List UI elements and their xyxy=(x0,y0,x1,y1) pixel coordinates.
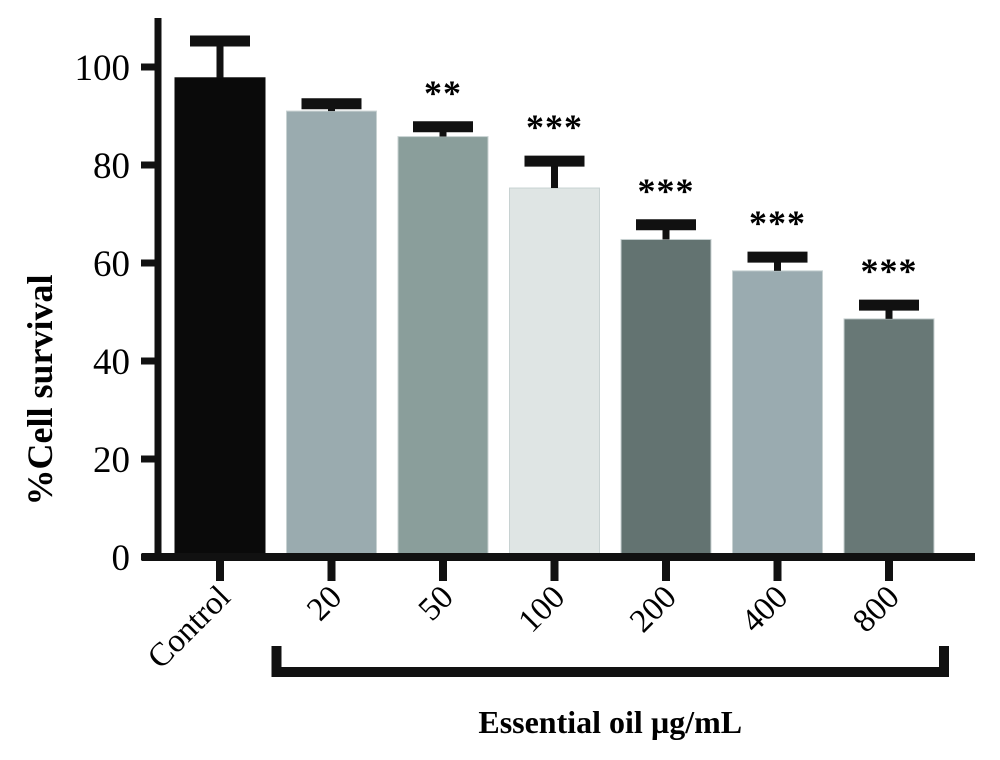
bar-control xyxy=(174,77,266,558)
bar-rect xyxy=(620,238,712,558)
significance-label-400: *** xyxy=(749,203,806,243)
dose-group-bracket xyxy=(271,646,949,677)
bar-rect xyxy=(397,136,489,558)
x-axis-label: Essential oil µg/mL xyxy=(478,704,742,740)
bar-50 xyxy=(397,136,489,558)
error-bars-layer xyxy=(190,35,919,319)
group-bracket xyxy=(271,646,949,677)
significance-label-50: ** xyxy=(424,73,462,113)
y-tick-label: 40 xyxy=(93,342,130,383)
error-bar-400 xyxy=(747,251,808,271)
bar-rect xyxy=(286,110,377,558)
error-bar-200 xyxy=(636,219,696,240)
bar-200 xyxy=(620,238,712,558)
y-tick-label: 0 xyxy=(112,538,131,579)
significance-label-800: *** xyxy=(861,251,918,291)
y-tick-label: 80 xyxy=(93,146,130,187)
bar-400 xyxy=(732,270,823,558)
bar-20 xyxy=(286,110,377,558)
y-tick-label: 20 xyxy=(93,440,130,481)
error-bar-100 xyxy=(524,155,585,189)
significance-annotations: ************** xyxy=(424,73,918,291)
y-axis-ticks: 0 20 40 60 80 100 xyxy=(75,48,158,579)
axis-lines-layer xyxy=(142,18,975,561)
bar-rect xyxy=(732,270,823,558)
significance-label-200: *** xyxy=(638,171,695,211)
y-tick-label: 60 xyxy=(93,244,130,285)
bars-layer xyxy=(174,77,935,558)
bar-rect xyxy=(174,77,266,558)
bar-rect xyxy=(843,318,935,558)
bar-100 xyxy=(509,187,600,558)
significance-label-100: *** xyxy=(526,107,583,147)
y-tick-label: 100 xyxy=(75,48,131,89)
y-axis-label: %Cell survival xyxy=(20,275,60,506)
bar-800 xyxy=(843,318,935,558)
error-bar-800 xyxy=(859,299,919,319)
bar-rect xyxy=(509,187,600,558)
error-bar-20 xyxy=(301,98,362,112)
error-bar-control xyxy=(190,35,250,78)
error-bar-50 xyxy=(413,121,473,137)
